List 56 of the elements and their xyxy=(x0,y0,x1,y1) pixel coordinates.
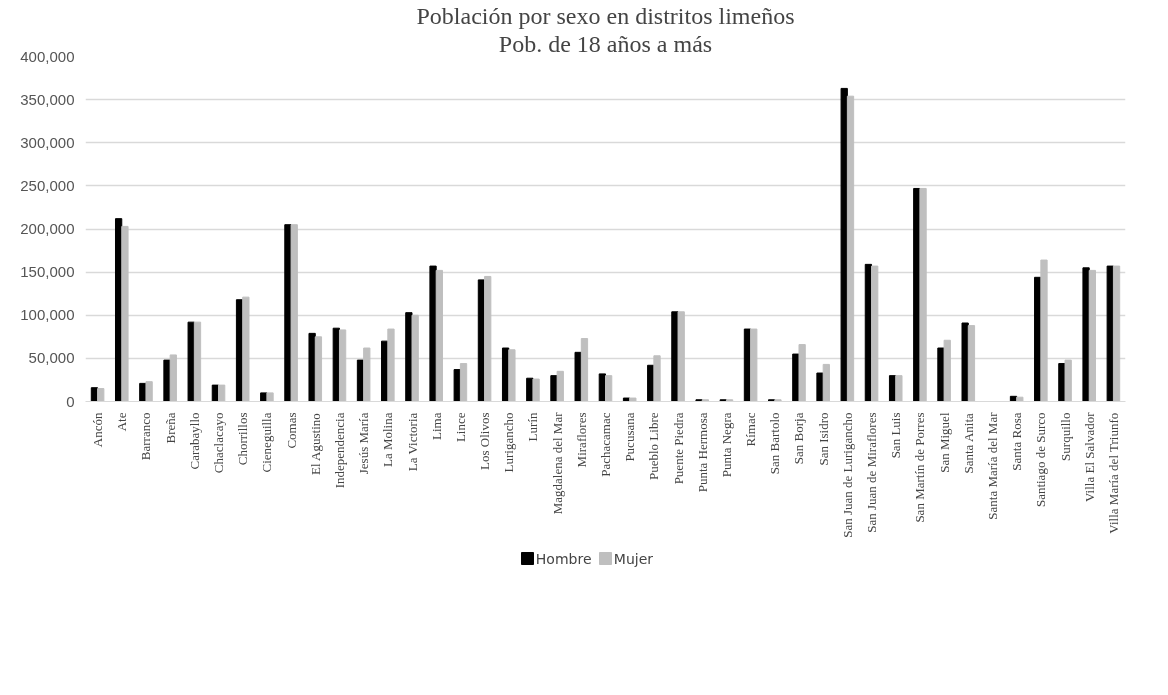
legend-label: Hombre xyxy=(535,550,592,567)
chart-title: Población por sexo en distritos limeños xyxy=(416,2,795,29)
x-tick-label: San Juan de Miraflores xyxy=(864,412,880,533)
x-tick-label: La Victoria xyxy=(404,412,420,472)
y-tick-label: 50,000 xyxy=(28,349,75,367)
x-tick-label: San Miguel xyxy=(936,412,952,473)
x-tick-label: San Juan de Lurigancho xyxy=(839,412,855,538)
y-tick-label: 100,000 xyxy=(20,306,75,324)
x-tick-label: Independencia xyxy=(331,412,347,489)
x-tick-label: San Martín de Porres xyxy=(912,412,928,523)
x-tick-label: Pachacamac xyxy=(598,412,613,477)
x-tick-label: San Borja xyxy=(791,412,807,465)
x-tick-label: Miraflores xyxy=(573,412,589,468)
x-tick-label: Punta Hermosa xyxy=(694,412,710,493)
x-tick-label: Breña xyxy=(162,412,178,444)
x-tick-label: Barranco xyxy=(138,412,154,461)
x-tick-label: San Isidro xyxy=(815,412,831,466)
x-tick-label: Santa Anita xyxy=(960,412,976,474)
x-tick-label: Jesús María xyxy=(356,412,372,475)
y-tick-label: 350,000 xyxy=(20,90,75,108)
x-tick-label: El Agustino xyxy=(307,413,323,475)
x-tick-label: Magdalena del Mar xyxy=(549,411,565,515)
x-tick-label: Los Olivos xyxy=(477,412,493,470)
x-tick-label: Santa Rosa xyxy=(1009,412,1025,471)
x-tick-label: Comas xyxy=(283,412,299,449)
x-tick-label: Lima xyxy=(428,412,444,440)
x-tick-label: Surquillo xyxy=(1057,412,1073,461)
y-tick-label: 300,000 xyxy=(20,133,75,151)
x-tick-label: Chaclacayo xyxy=(211,412,227,474)
x-tick-label: Villa El Salvador xyxy=(1081,411,1097,502)
x-tick-label: Ancón xyxy=(90,412,106,448)
x-tick-label: Villa María del Triunfo xyxy=(1105,412,1121,534)
y-tick-label: 250,000 xyxy=(20,176,75,194)
x-tick-label: Puente Piedra xyxy=(670,412,686,485)
y-tick-label: 400,000 xyxy=(20,47,75,65)
x-tick-label: Ate xyxy=(114,412,130,432)
x-tick-label: La Molina xyxy=(380,412,396,468)
x-tick-label: San Luis xyxy=(888,412,904,459)
x-tick-label: Santiago de Surco xyxy=(1033,412,1049,508)
x-tick-label: Santa María del Mar xyxy=(984,411,1000,520)
x-tick-label: Pueblo Libre xyxy=(646,412,662,481)
x-tick-label: Punta Negra xyxy=(718,412,734,478)
x-tick-label: Chorrillos xyxy=(235,412,251,466)
x-tick-label: San Bartolo xyxy=(767,412,783,475)
x-tick-label: Cieneguilla xyxy=(259,412,275,473)
legend-label: Mujer xyxy=(613,550,654,567)
x-tick-label: Lurín xyxy=(525,412,541,442)
x-tick-label: Lince xyxy=(452,412,468,443)
y-tick-label: 150,000 xyxy=(20,263,75,281)
chart-subtitle: Pob. de 18 años a más xyxy=(498,30,713,57)
y-tick-label: 200,000 xyxy=(20,220,75,237)
x-tick-label: Pucusana xyxy=(622,412,638,462)
x-tick-label: Lurigancho xyxy=(501,412,517,473)
x-tick-label: Rímac xyxy=(743,412,759,447)
y-tick-label: 0 xyxy=(66,392,75,410)
x-tick-label: Carabayllo xyxy=(186,412,202,470)
